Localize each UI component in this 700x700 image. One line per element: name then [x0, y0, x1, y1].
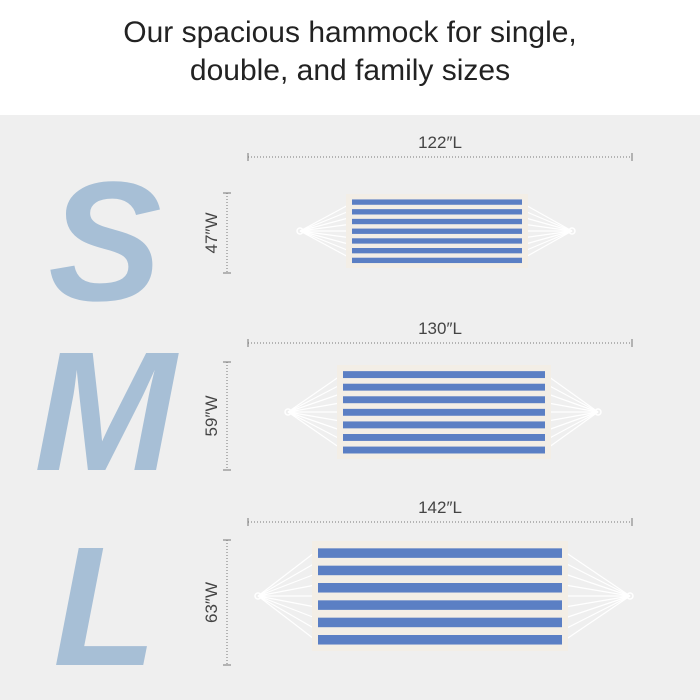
size-row: L 142″L 63″W	[53, 498, 634, 700]
size-letter: M	[34, 317, 179, 507]
rope	[521, 209, 573, 232]
rope	[561, 595, 631, 620]
rope	[287, 411, 344, 423]
rope	[561, 560, 631, 597]
rope	[299, 230, 353, 246]
rope	[299, 230, 353, 239]
rope	[257, 595, 319, 643]
hammock-stripe	[318, 583, 562, 593]
hammock-stripe	[343, 421, 545, 429]
width-label: 47″W	[202, 213, 221, 254]
width-label: 63″W	[202, 582, 221, 623]
title-line: Our spacious hammock for single,	[123, 16, 577, 49]
hammock-stripe	[352, 257, 522, 264]
rope	[544, 411, 599, 423]
size-row: S 122″L 47″W	[48, 133, 633, 337]
width-label: 59″W	[202, 396, 221, 437]
length-label: 142″L	[418, 498, 462, 517]
rope	[521, 230, 573, 246]
hammock-stripe	[352, 209, 522, 215]
size-letter: S	[48, 147, 161, 337]
rope	[521, 230, 573, 253]
rope	[257, 560, 319, 597]
rope	[521, 202, 573, 232]
hammock-stripe	[318, 635, 562, 645]
rope	[287, 401, 344, 413]
rope	[544, 401, 599, 413]
hammock-stripe	[318, 617, 562, 628]
hammock-stripe	[318, 600, 562, 610]
hammock-stripe	[343, 383, 545, 391]
rope	[257, 572, 319, 597]
hammock-stripe	[352, 248, 522, 254]
rope	[561, 595, 631, 643]
rope	[257, 595, 319, 632]
rope	[299, 202, 353, 232]
hammock-stripe	[343, 371, 545, 379]
rope	[287, 382, 344, 413]
ring	[284, 408, 292, 416]
rope	[561, 595, 631, 632]
hammock-stripe	[343, 408, 545, 416]
rope	[299, 216, 353, 232]
rope	[257, 549, 319, 597]
rope	[257, 595, 319, 609]
rope	[299, 230, 353, 253]
rope	[561, 583, 631, 597]
rope	[287, 411, 344, 432]
ring	[568, 227, 576, 235]
hammock-stripe	[352, 238, 522, 244]
title-line: double, and family sizes	[190, 54, 510, 87]
ring	[626, 592, 634, 600]
ring	[254, 592, 262, 600]
rope	[257, 583, 319, 597]
rope	[257, 595, 319, 620]
rope	[299, 209, 353, 232]
rope	[544, 392, 599, 413]
hammock-stripe	[352, 199, 522, 205]
rope	[561, 572, 631, 597]
hammock-stripe	[343, 396, 545, 404]
hammock-stripe	[352, 218, 522, 225]
size-rows: S 122″L 47″W M 130″L 59″W L 142″L 63″W	[34, 133, 634, 700]
size-letter: L	[53, 512, 157, 700]
rope	[544, 411, 599, 432]
size-row: M 130″L 59″W	[34, 317, 633, 507]
rope	[287, 411, 344, 442]
length-label: 130″L	[418, 319, 462, 338]
rope	[299, 223, 353, 232]
rope	[287, 411, 344, 451]
rope	[544, 373, 599, 413]
hammock-stripe	[318, 548, 562, 558]
hammock-stripe	[343, 446, 545, 454]
rope	[561, 549, 631, 597]
rope	[521, 230, 573, 260]
hammock-body	[312, 541, 568, 651]
rope	[544, 411, 599, 451]
rope	[544, 382, 599, 413]
length-label: 122″L	[418, 133, 462, 152]
rope	[521, 230, 573, 239]
hammock-stripe	[318, 565, 562, 576]
ring	[296, 227, 304, 235]
rope	[299, 230, 353, 260]
rope	[287, 373, 344, 413]
ring	[594, 408, 602, 416]
rope	[544, 411, 599, 442]
hammock-stripe	[343, 434, 545, 441]
rope	[521, 216, 573, 232]
rope	[561, 595, 631, 609]
hammock-stripe	[352, 228, 522, 234]
rope	[287, 392, 344, 413]
rope	[521, 223, 573, 232]
